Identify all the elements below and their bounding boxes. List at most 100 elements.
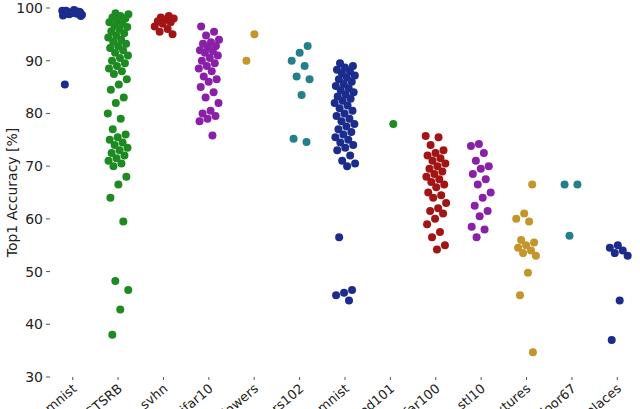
point xyxy=(573,181,581,189)
y-tick-label: 100 xyxy=(16,0,43,16)
x-tick xyxy=(163,377,164,380)
point xyxy=(61,80,69,88)
point xyxy=(115,80,123,88)
point xyxy=(565,232,573,240)
point xyxy=(422,132,430,140)
point xyxy=(110,70,118,78)
point xyxy=(469,170,477,178)
point xyxy=(519,249,527,257)
point xyxy=(215,99,223,107)
point xyxy=(441,241,449,249)
point xyxy=(290,135,298,143)
point xyxy=(111,277,119,285)
point xyxy=(439,146,447,154)
x-tick-label: places xyxy=(583,381,625,409)
point xyxy=(525,217,533,225)
point xyxy=(467,142,475,150)
point xyxy=(112,99,120,107)
point xyxy=(124,286,132,294)
x-tick xyxy=(435,377,436,380)
x-tick-label: fashion_mnist xyxy=(273,381,352,409)
point xyxy=(107,86,115,94)
y-tick-label: 30 xyxy=(25,369,43,385)
chart: 30405060708090100Top1 Accuracy [%]mnistG… xyxy=(0,0,640,409)
point xyxy=(114,181,122,189)
point xyxy=(481,225,489,233)
x-tick-label: flowers xyxy=(216,381,262,409)
x-tick-label: flowers102 xyxy=(242,381,307,409)
point xyxy=(428,233,436,241)
point xyxy=(439,210,447,218)
x-tick xyxy=(571,377,572,380)
point xyxy=(120,152,128,160)
point xyxy=(473,233,481,241)
point xyxy=(118,67,126,75)
point xyxy=(169,30,177,38)
point xyxy=(512,215,520,223)
point xyxy=(124,51,132,59)
point xyxy=(211,112,219,120)
point xyxy=(528,181,536,189)
point xyxy=(195,65,203,73)
x-tick xyxy=(254,377,255,380)
point xyxy=(210,88,218,96)
x-tick xyxy=(299,377,300,380)
point xyxy=(438,167,446,175)
y-tick xyxy=(46,218,50,219)
x-tick-label: textures xyxy=(483,381,534,409)
point xyxy=(122,173,130,181)
point xyxy=(120,94,128,102)
x-tick xyxy=(390,377,391,380)
point xyxy=(487,189,495,197)
point xyxy=(77,12,85,20)
point xyxy=(348,286,356,294)
point xyxy=(479,194,487,202)
point xyxy=(350,120,358,128)
x-tick-label: svhn xyxy=(137,381,170,409)
point xyxy=(348,107,356,115)
point xyxy=(304,42,312,50)
x-tick xyxy=(526,377,527,380)
x-tick xyxy=(118,377,119,380)
x-tick-label: indoor67 xyxy=(525,381,579,409)
y-tick xyxy=(46,271,50,272)
point xyxy=(204,115,212,123)
point xyxy=(296,49,304,57)
point xyxy=(474,181,482,189)
point xyxy=(104,109,112,117)
y-tick xyxy=(46,113,50,114)
point xyxy=(210,28,218,36)
point xyxy=(340,289,348,297)
point xyxy=(335,233,343,241)
point xyxy=(242,57,250,65)
point xyxy=(432,183,440,191)
point xyxy=(347,128,355,136)
point xyxy=(442,199,450,207)
point xyxy=(306,75,314,83)
point xyxy=(471,202,479,210)
point xyxy=(109,125,117,133)
point xyxy=(561,181,569,189)
y-tick-label: 70 xyxy=(25,158,43,174)
point xyxy=(119,217,127,225)
point xyxy=(480,149,488,157)
point xyxy=(529,348,537,356)
point xyxy=(333,146,341,154)
point xyxy=(530,239,538,247)
point xyxy=(472,157,480,165)
point xyxy=(197,83,205,91)
point xyxy=(250,30,258,38)
point xyxy=(532,252,540,260)
point xyxy=(611,249,619,257)
point xyxy=(423,220,431,228)
point xyxy=(332,291,340,299)
point xyxy=(341,144,349,152)
point xyxy=(121,59,129,67)
point xyxy=(431,215,439,223)
point xyxy=(435,133,443,141)
point xyxy=(616,297,624,305)
point xyxy=(484,207,492,215)
point xyxy=(301,62,309,70)
point xyxy=(389,120,397,128)
point xyxy=(117,160,125,168)
